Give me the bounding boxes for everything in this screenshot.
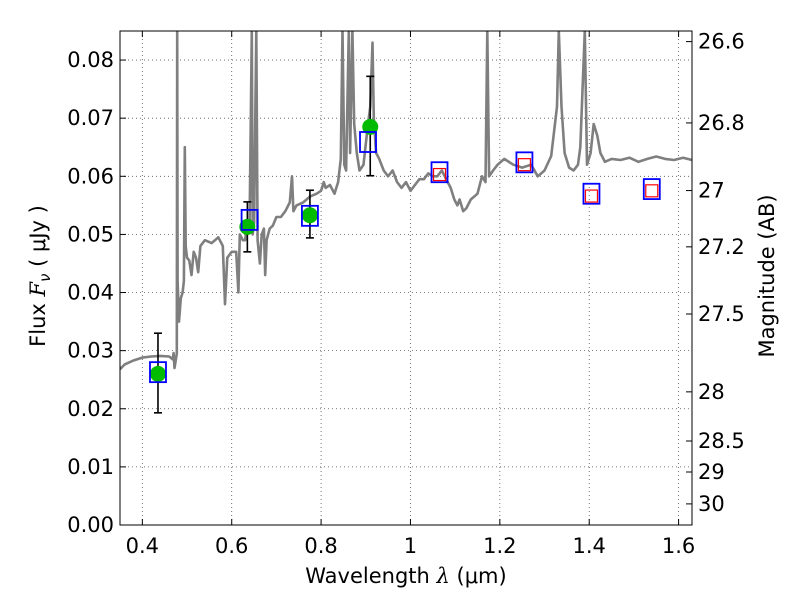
model-phot-point (582, 182, 601, 205)
y2-axis-ticks: 26.6 26.8 27 27.2 27.5 28 28.5 29 30 (686, 30, 745, 516)
y-axis-ticks: 0.00 0.01 0.02 0.03 0.04 0.05 0.06 0.07 0.08 (67, 48, 126, 537)
model-phot-point (515, 151, 534, 174)
plot-frame (119, 30, 693, 526)
model-phot-point (240, 208, 259, 231)
y-label-subscript: ν (36, 274, 54, 282)
predicted-point (432, 167, 447, 182)
y2-tick-label: 28 (698, 380, 725, 404)
observed-point (362, 118, 379, 135)
y2-tick-label: 30 (698, 492, 725, 516)
y2-tick-label: 27 (698, 179, 725, 203)
y-axis-label: Flux Fν ( μJy ) (26, 205, 54, 347)
x-label-prefix: Wavelength (305, 564, 436, 588)
y-tick-label: 0.07 (67, 106, 114, 130)
grid (120, 31, 692, 526)
x-label-symbol: λ (436, 564, 450, 588)
observed-point (149, 365, 166, 382)
x-tick-label: 1.2 (483, 534, 516, 558)
x-label-unit: (μm) (450, 564, 507, 588)
x-axis-ticks: 0.4 0.6 0.8 1 1.2 1.4 1.6 (126, 31, 695, 558)
y2-tick-label: 27.5 (698, 302, 745, 326)
y-tick-label: 0.01 (67, 455, 114, 479)
predicted-photometry (432, 158, 659, 203)
y2-tick-label: 26.6 (698, 30, 745, 54)
predicted-point (517, 158, 532, 172)
x-tick-label: 1.6 (662, 534, 695, 558)
x-tick-label: 1 (404, 534, 417, 558)
observed-point (239, 218, 256, 235)
observed-point (301, 207, 318, 224)
y-label-prefix: Flux (26, 297, 50, 347)
y-tick-label: 0.04 (67, 281, 114, 305)
y-label-symbol: F (26, 281, 50, 298)
model-spectrum (120, 31, 692, 371)
x-tick-label: 1.4 (573, 534, 606, 558)
y-tick-label: 0.03 (67, 339, 114, 363)
y2-tick-label: 26.8 (698, 111, 745, 135)
y2-axis-label: Magnitude (AB) (755, 194, 779, 357)
y2-tick-label: 28.5 (698, 429, 745, 453)
y2-tick-label: 27.2 (698, 235, 745, 259)
x-axis-label: Wavelength λ (μm) (305, 564, 506, 588)
y-tick-label: 0.08 (67, 48, 114, 72)
y-tick-label: 0.05 (67, 222, 114, 246)
y-tick-label: 0.06 (67, 164, 114, 188)
observed-photometry (149, 118, 379, 382)
spectrum-line (120, 31, 692, 371)
model-phot-point (359, 131, 377, 153)
y-tick-label: 0.02 (67, 397, 114, 421)
x-tick-label: 0.6 (215, 534, 248, 558)
x-tick-label: 0.8 (304, 534, 337, 558)
model-photometry (149, 131, 661, 384)
y2-tick-label: 29 (698, 460, 725, 484)
model-phot-point (430, 161, 449, 184)
x-tick-label: 0.4 (126, 534, 159, 558)
predicted-point (645, 184, 659, 198)
model-phot-point (642, 178, 661, 200)
model-phot-point (301, 204, 319, 227)
model-phot-point (149, 361, 167, 384)
predicted-point (584, 189, 599, 203)
y-tick-label: 0.00 (67, 513, 114, 537)
y-label-unit: ( μJy ) (26, 205, 50, 273)
